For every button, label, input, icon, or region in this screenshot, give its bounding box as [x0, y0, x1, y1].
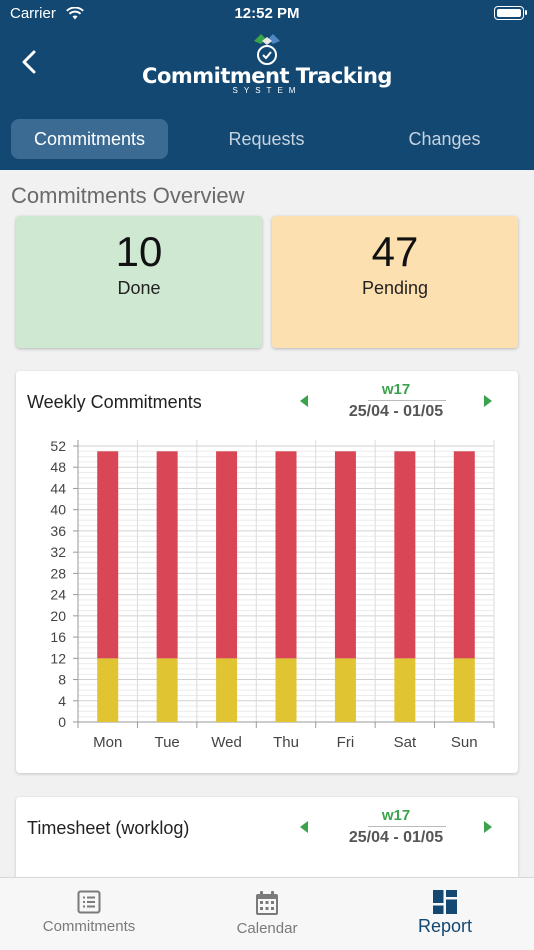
status-bar: Carrier 12:52 PM — [0, 0, 534, 28]
bottom-tab-bar: Commitments Calendar Report — [0, 877, 534, 950]
tab-commitments[interactable]: Commitments — [11, 119, 168, 159]
section-title: Commitments Overview — [11, 183, 245, 208]
timesheet-title: Timesheet (worklog) — [27, 818, 190, 838]
next-week-icon[interactable] — [484, 821, 492, 833]
segment-tabs: Commitments Requests Changes — [0, 119, 534, 159]
bar-segment — [334, 658, 356, 722]
week-divider — [368, 826, 446, 827]
wifi-icon — [66, 7, 84, 20]
week-range: 25/04 - 01/05 — [348, 403, 444, 420]
week-navigator: w17 25/04 - 01/05 — [300, 381, 492, 431]
tabbar-calendar[interactable]: Calendar — [178, 878, 356, 950]
bar-segment — [453, 658, 475, 722]
pending-card[interactable]: 47 Pending — [272, 216, 518, 348]
x-tick-label: Thu — [273, 734, 299, 751]
bar-segment — [156, 658, 178, 722]
bar-segment — [156, 451, 178, 659]
x-tick-label: Mon — [93, 734, 122, 751]
tabbar-label: Calendar — [236, 920, 298, 937]
done-card[interactable]: 10 Done — [16, 216, 262, 348]
done-label: Done — [117, 278, 161, 298]
week-number: w17 — [381, 381, 411, 398]
pending-count: 47 — [371, 228, 419, 275]
y-tick-label: 44 — [50, 480, 66, 496]
y-tick-label: 48 — [50, 459, 66, 475]
prev-week-icon[interactable] — [300, 821, 308, 833]
tabbar-commitments[interactable]: Commitments — [0, 878, 178, 950]
bar-segment — [334, 451, 356, 659]
bar-segment — [453, 451, 475, 659]
list-icon — [77, 890, 101, 914]
tab-changes[interactable]: Changes — [408, 129, 481, 149]
bar-segment — [216, 451, 238, 659]
done-count: 10 — [115, 228, 163, 275]
logo-handshake-icon — [254, 34, 280, 65]
dashboard-icon — [433, 890, 457, 914]
y-tick-label: 32 — [50, 544, 66, 560]
y-tick-label: 40 — [50, 502, 66, 518]
prev-week-icon[interactable] — [300, 395, 308, 407]
app-logo: Commitment Tracking SYSTEM — [0, 32, 534, 95]
bar-segment — [97, 658, 119, 722]
timesheet-week-navigator: w17 25/04 - 01/05 — [300, 807, 492, 857]
clock-label: 12:52 PM — [234, 5, 300, 22]
app-subtitle: SYSTEM — [232, 86, 302, 95]
tabbar-report[interactable]: Report — [356, 878, 534, 950]
y-tick-label: 52 — [50, 438, 66, 454]
bar-segment — [275, 451, 297, 659]
y-tick-label: 24 — [50, 587, 66, 603]
calendar-icon — [256, 891, 278, 915]
pending-label: Pending — [361, 278, 429, 298]
tabbar-label: Commitments — [42, 918, 136, 935]
y-tick-label: 16 — [50, 629, 66, 645]
back-chevron-icon[interactable] — [14, 46, 46, 78]
week-range: 25/04 - 01/05 — [348, 829, 444, 846]
app-header: Commitment Tracking SYSTEM Commitments R… — [0, 28, 534, 170]
x-tick-label: Sat — [394, 734, 417, 751]
y-tick-label: 4 — [58, 693, 66, 709]
y-tick-label: 36 — [50, 523, 66, 539]
bar-segment — [97, 451, 119, 659]
tab-requests[interactable]: Requests — [228, 129, 305, 149]
bar-segment — [275, 658, 297, 722]
x-tick-label: Tue — [154, 734, 179, 751]
y-tick-label: 28 — [50, 565, 66, 581]
x-tick-label: Wed — [211, 734, 242, 751]
week-divider — [368, 400, 446, 401]
y-tick-label: 12 — [50, 650, 66, 666]
y-tick-label: 8 — [58, 672, 66, 688]
y-tick-label: 0 — [58, 714, 66, 730]
carrier-label: Carrier — [10, 5, 56, 22]
y-tick-label: 20 — [50, 608, 66, 624]
week-number: w17 — [381, 807, 411, 824]
next-week-icon[interactable] — [484, 395, 492, 407]
bar-segment — [216, 658, 238, 722]
x-tick-label: Fri — [337, 734, 355, 751]
bar-segment — [394, 658, 416, 722]
weekly-title: Weekly Commitments — [27, 392, 202, 412]
battery-icon — [494, 6, 527, 20]
bar-segment — [394, 451, 416, 659]
app-title: Commitment Tracking — [142, 64, 392, 88]
x-tick-label: Sun — [451, 734, 478, 751]
tabbar-label: Report — [417, 916, 473, 936]
